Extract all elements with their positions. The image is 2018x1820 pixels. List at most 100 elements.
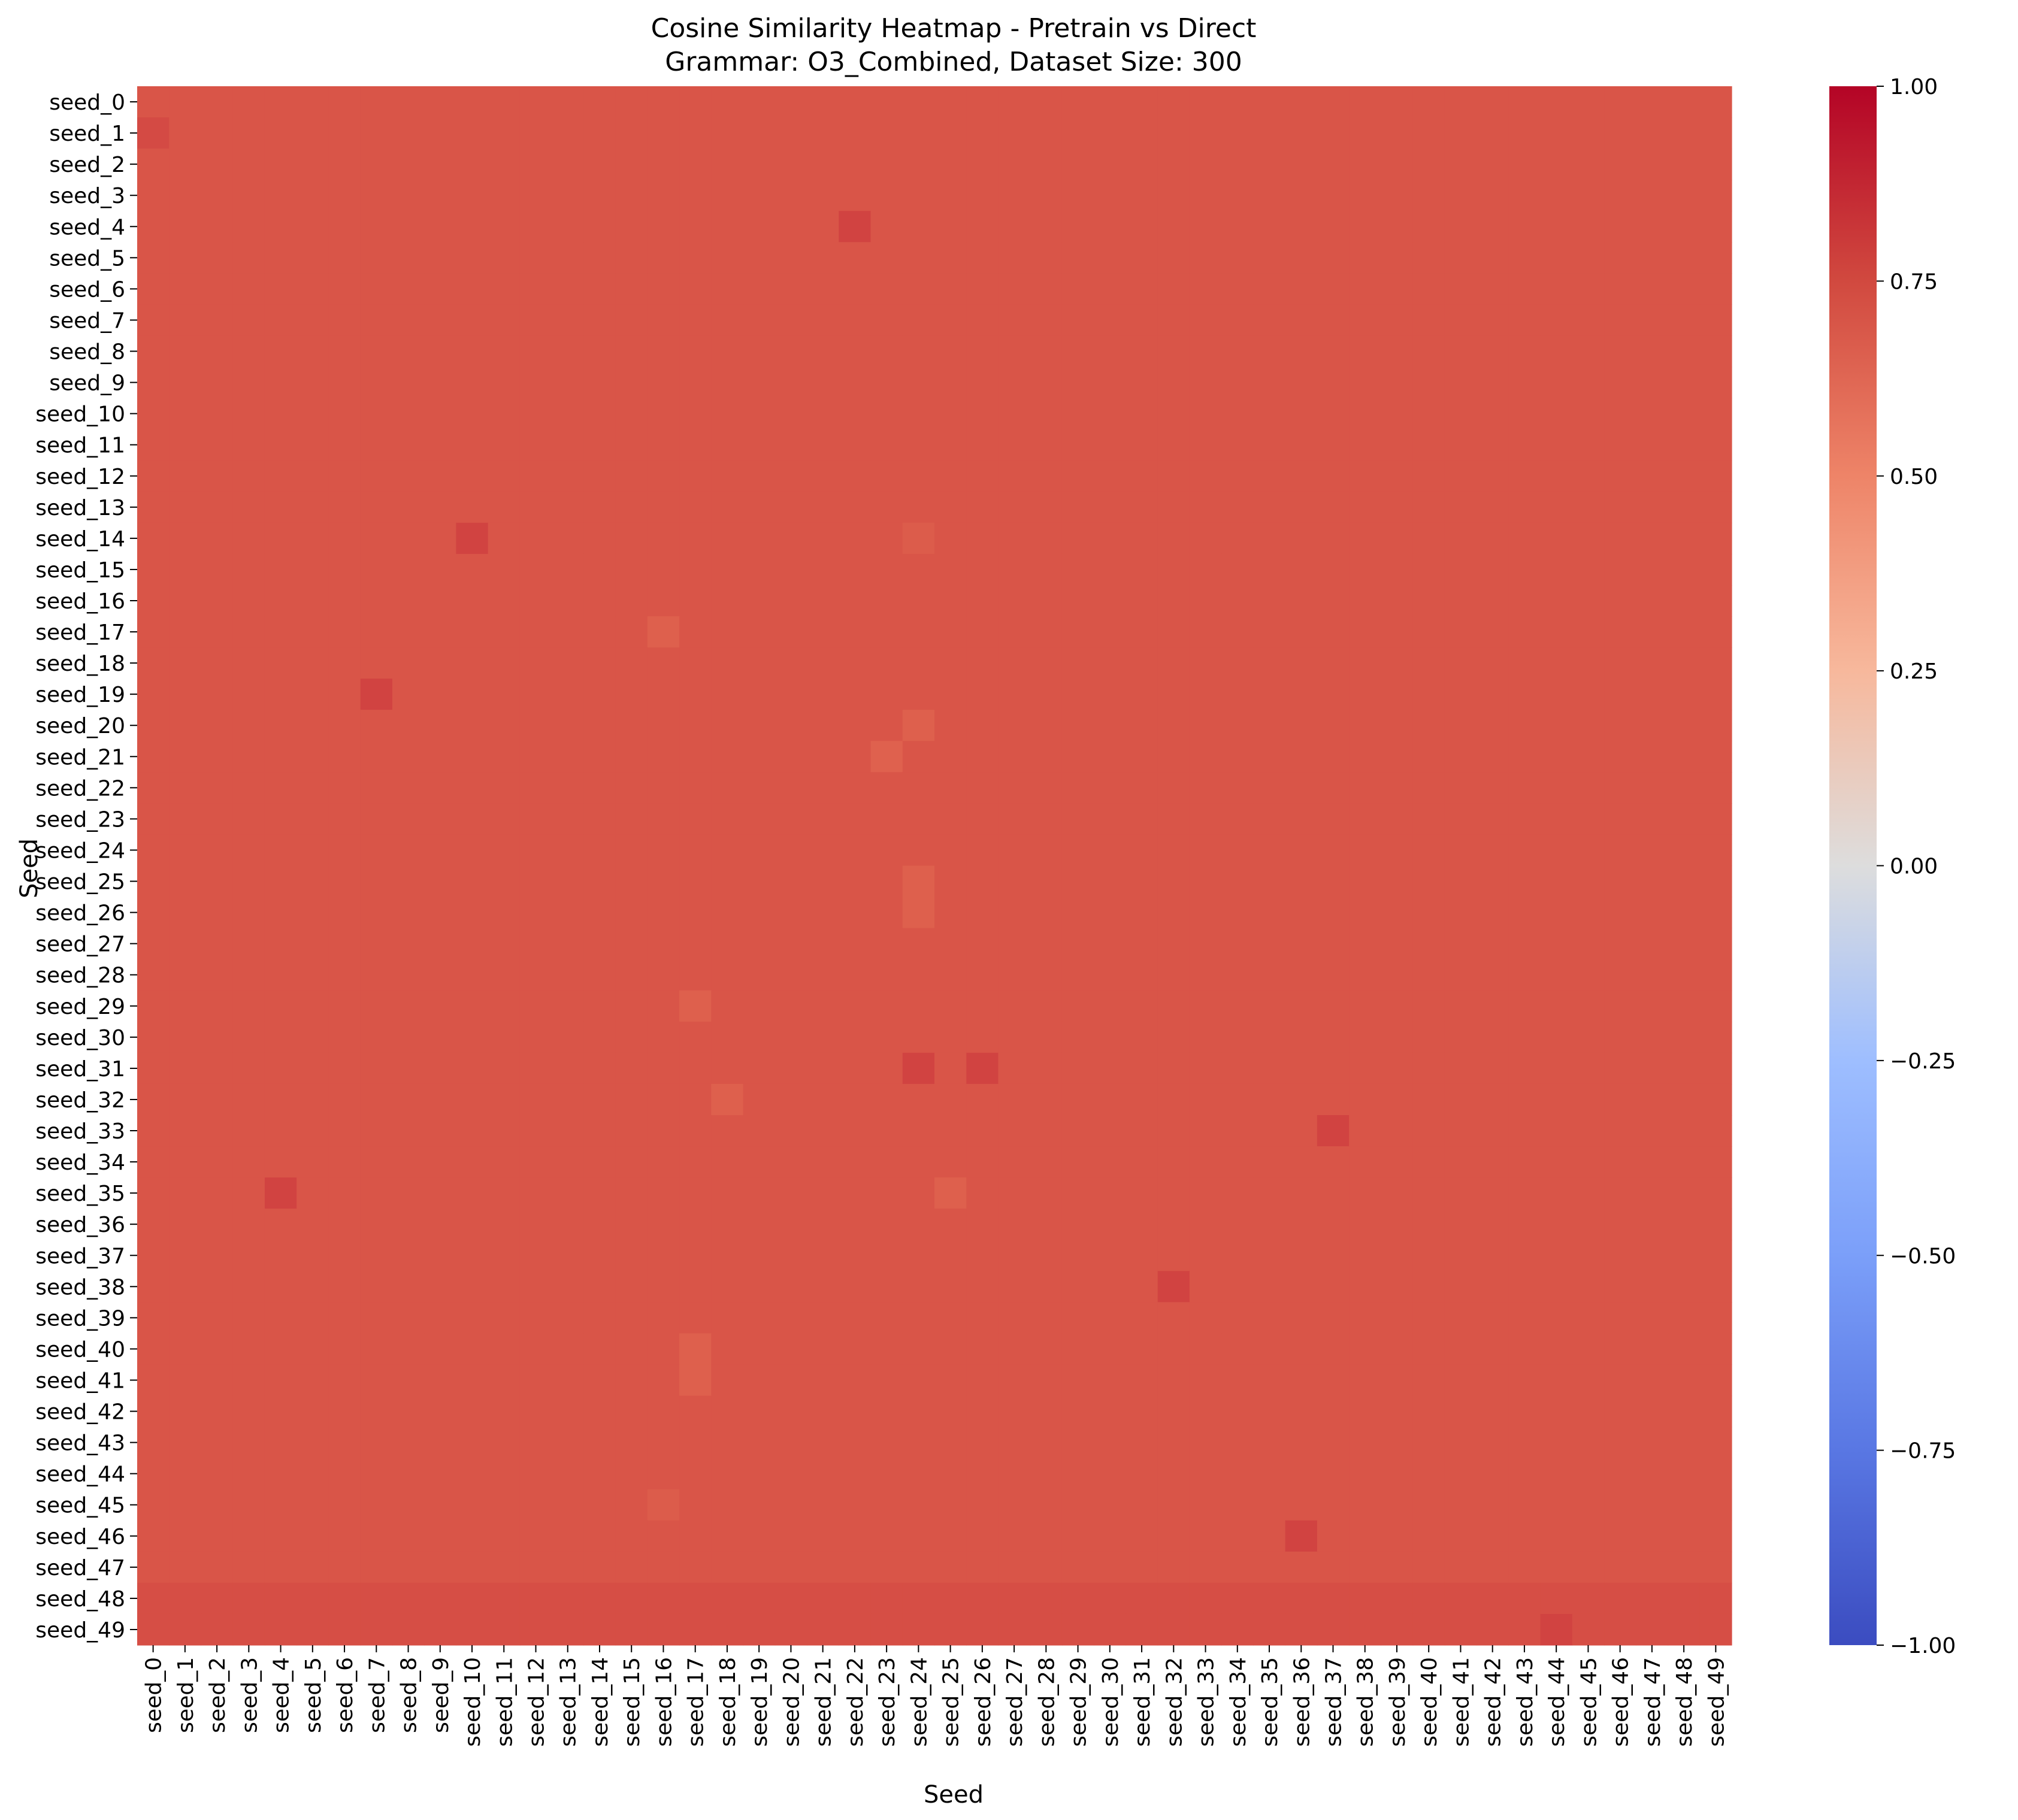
y-tick-label: seed_1 bbox=[49, 122, 125, 146]
heatmap-cell bbox=[1221, 803, 1254, 835]
heatmap-cell bbox=[1126, 1021, 1158, 1053]
heatmap-cell bbox=[966, 335, 999, 368]
heatmap-cell bbox=[998, 1364, 1031, 1397]
heatmap-cell bbox=[774, 367, 807, 399]
heatmap-cell bbox=[1157, 180, 1190, 211]
heatmap-cell bbox=[743, 242, 776, 274]
heatmap-cell bbox=[839, 429, 872, 461]
heatmap-cell bbox=[807, 1333, 839, 1365]
heatmap-cell bbox=[1508, 1395, 1541, 1428]
heatmap-cell bbox=[966, 1302, 999, 1334]
heatmap-cell bbox=[1381, 990, 1414, 1022]
heatmap-cell bbox=[934, 585, 967, 617]
heatmap-cell bbox=[1572, 928, 1605, 960]
heatmap-cell bbox=[1349, 86, 1381, 118]
heatmap-cell bbox=[647, 304, 680, 337]
heatmap-cell bbox=[1477, 959, 1509, 991]
heatmap-cell bbox=[392, 491, 425, 523]
heatmap-cell bbox=[839, 928, 872, 960]
heatmap-cell bbox=[902, 679, 935, 710]
heatmap-cell bbox=[679, 1115, 712, 1147]
heatmap-cell bbox=[1668, 335, 1701, 368]
heatmap-cell bbox=[1477, 772, 1509, 804]
heatmap-cell bbox=[583, 585, 616, 617]
heatmap-cell bbox=[1317, 242, 1350, 274]
heatmap-cell bbox=[328, 1271, 361, 1303]
heatmap-cell bbox=[1540, 1364, 1573, 1397]
heatmap-cell bbox=[1094, 1582, 1127, 1615]
heatmap-cell bbox=[201, 1613, 234, 1646]
heatmap-cell bbox=[519, 1240, 552, 1271]
heatmap-cell bbox=[1157, 398, 1190, 430]
heatmap-cell bbox=[392, 1146, 425, 1178]
heatmap-cell bbox=[1381, 1395, 1414, 1428]
heatmap-cell bbox=[392, 1302, 425, 1334]
heatmap-cell bbox=[1253, 1364, 1286, 1397]
heatmap-cell bbox=[583, 1427, 616, 1459]
heatmap-cell bbox=[1221, 335, 1254, 368]
heatmap-cell bbox=[392, 149, 425, 180]
heatmap-cell bbox=[1030, 1177, 1063, 1209]
heatmap-cell bbox=[807, 429, 839, 461]
heatmap-cell bbox=[201, 1333, 234, 1365]
heatmap-cell bbox=[1572, 585, 1605, 617]
x-tick-label: seed_15 bbox=[620, 1657, 645, 1747]
heatmap-cell bbox=[1604, 1613, 1636, 1646]
heatmap-cell bbox=[169, 553, 202, 586]
heatmap-cell bbox=[1699, 553, 1732, 586]
heatmap-cell bbox=[232, 772, 265, 804]
heatmap-cell bbox=[1253, 553, 1286, 586]
heatmap-cell bbox=[488, 398, 521, 430]
heatmap-cell bbox=[1157, 117, 1190, 149]
heatmap-cell bbox=[552, 1520, 584, 1552]
heatmap-cell bbox=[424, 897, 456, 929]
heatmap-cell bbox=[934, 865, 967, 898]
heatmap-cell bbox=[1349, 741, 1381, 773]
heatmap-cell bbox=[1444, 491, 1477, 523]
heatmap-cell bbox=[839, 1302, 872, 1334]
heatmap-cell bbox=[583, 990, 616, 1022]
y-tick-label: seed_46 bbox=[35, 1525, 125, 1549]
heatmap-cell bbox=[870, 398, 903, 430]
heatmap-cell bbox=[966, 710, 999, 741]
heatmap-cell bbox=[774, 647, 807, 679]
heatmap-cell bbox=[456, 117, 489, 149]
heatmap-cell bbox=[774, 990, 807, 1022]
heatmap-cell bbox=[137, 1333, 170, 1365]
heatmap-cell bbox=[1412, 1302, 1445, 1334]
heatmap-cell bbox=[1668, 710, 1701, 741]
heatmap-cell bbox=[1285, 585, 1318, 617]
y-tick-label: seed_18 bbox=[35, 652, 125, 676]
heatmap-cell bbox=[647, 679, 680, 710]
heatmap-cell bbox=[1126, 149, 1158, 180]
heatmap-cell bbox=[1253, 1177, 1286, 1209]
heatmap-cell bbox=[488, 1302, 521, 1334]
heatmap-cell bbox=[392, 679, 425, 710]
heatmap-cell bbox=[1221, 180, 1254, 211]
heatmap-cell bbox=[1317, 585, 1350, 617]
heatmap-cell bbox=[774, 242, 807, 274]
x-tick-label: seed_7 bbox=[365, 1657, 389, 1733]
heatmap-cell bbox=[1094, 1520, 1127, 1552]
heatmap-cell bbox=[1189, 367, 1222, 399]
heatmap-cell bbox=[1444, 367, 1477, 399]
heatmap-cell bbox=[1285, 772, 1318, 804]
heatmap-cell bbox=[1381, 1489, 1414, 1521]
heatmap-cell bbox=[297, 1520, 329, 1552]
heatmap-cell bbox=[1349, 1209, 1381, 1240]
heatmap-cell bbox=[1349, 1458, 1381, 1490]
heatmap-cell bbox=[1508, 1115, 1541, 1147]
heatmap-cell bbox=[743, 1271, 776, 1303]
heatmap-cell bbox=[456, 1271, 489, 1303]
heatmap-cell bbox=[1381, 1302, 1414, 1334]
heatmap-cell bbox=[488, 1582, 521, 1615]
x-tick-label: seed_49 bbox=[1704, 1657, 1729, 1747]
heatmap-cell bbox=[264, 865, 297, 898]
heatmap-cell bbox=[328, 211, 361, 243]
heatmap-cell bbox=[711, 1271, 744, 1303]
y-tick-label: seed_42 bbox=[35, 1400, 125, 1425]
heatmap-cell bbox=[1094, 772, 1127, 804]
heatmap-cell bbox=[1444, 1613, 1477, 1646]
heatmap-cell bbox=[1508, 959, 1541, 991]
heatmap-cell bbox=[1508, 522, 1541, 555]
